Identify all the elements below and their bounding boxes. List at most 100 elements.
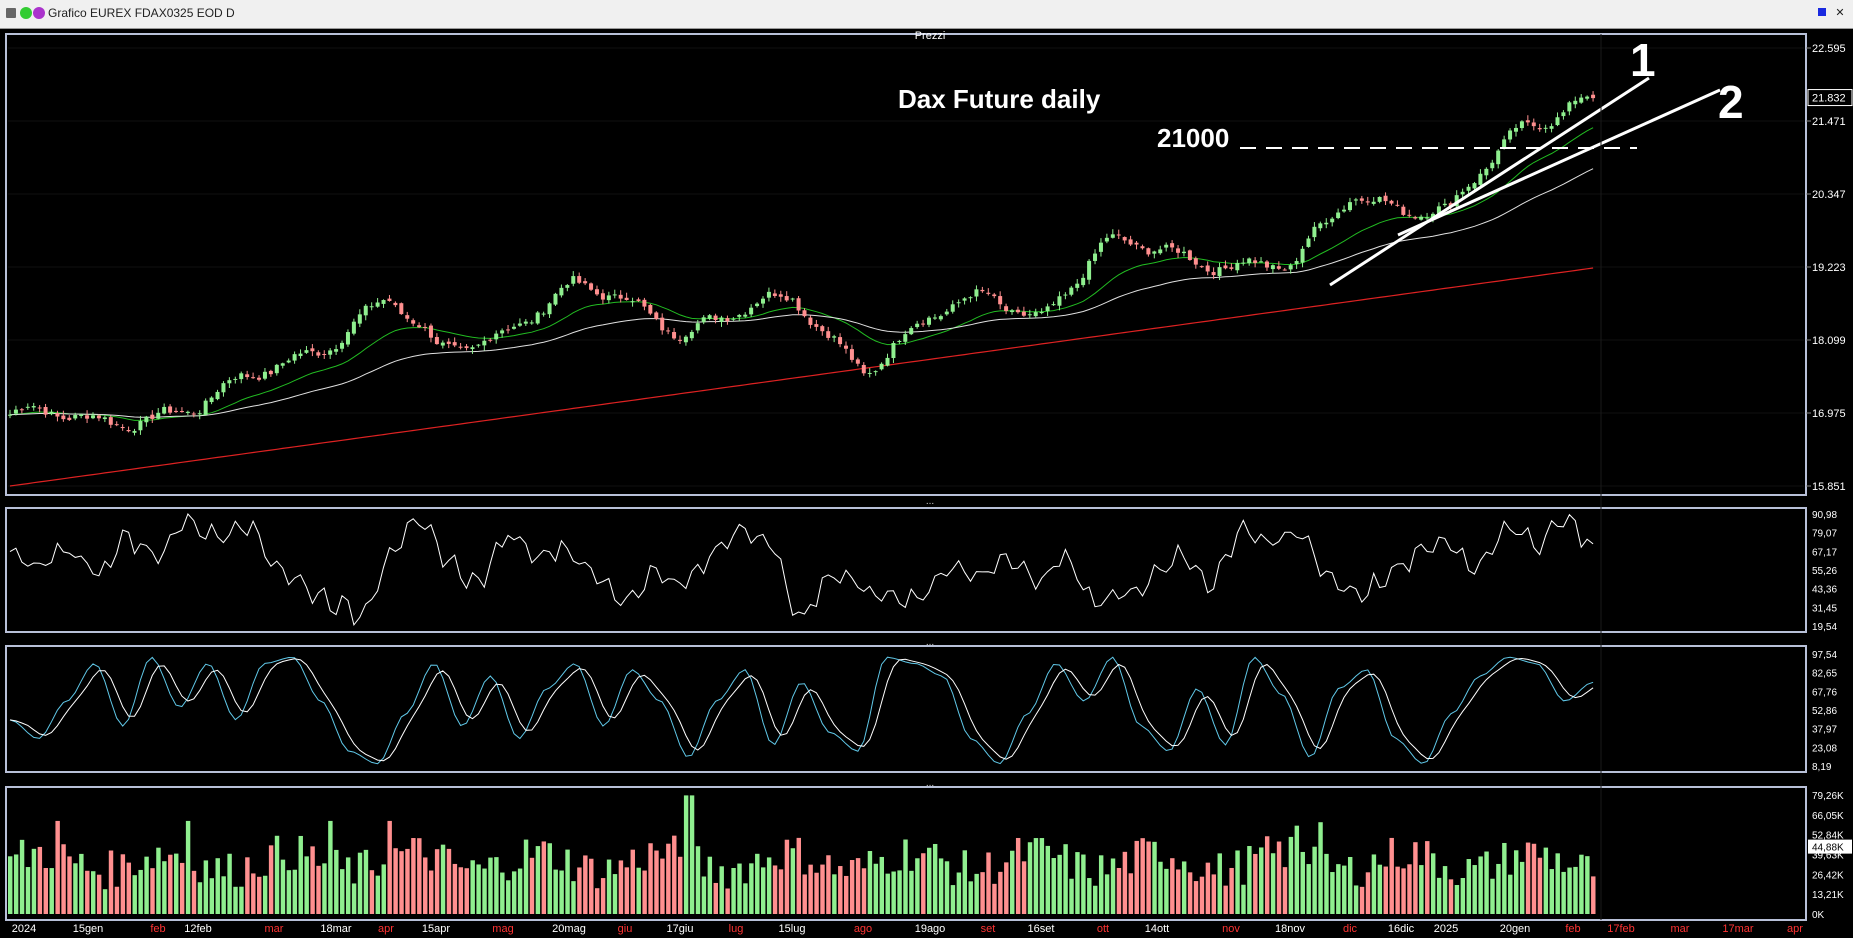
volume-bar <box>257 876 262 914</box>
volume-bar <box>470 860 475 914</box>
volume-bar <box>1093 885 1098 914</box>
volume-bar <box>280 859 286 914</box>
volume-bar <box>1294 825 1300 914</box>
volume-bar <box>1004 862 1009 914</box>
candle-body <box>1158 249 1163 254</box>
candle-body <box>1093 253 1098 261</box>
candle-body <box>1253 260 1258 263</box>
candle-body <box>108 417 113 425</box>
volume-bar <box>1241 884 1246 914</box>
volume-tick-label: 66,05K <box>1812 811 1844 822</box>
candle-body <box>571 276 576 284</box>
candle-body <box>138 420 143 431</box>
candle-body <box>1442 203 1447 206</box>
volume-bar <box>790 848 796 914</box>
volume-bar <box>885 873 890 914</box>
candle-body <box>411 320 416 324</box>
candle-body <box>855 359 860 364</box>
candle-body <box>286 360 291 363</box>
candle-body <box>666 330 671 332</box>
candle-body <box>725 318 730 322</box>
panel-separator-1[interactable]: ... <box>926 496 934 507</box>
volume-bar <box>1015 837 1021 914</box>
volume-bar <box>1395 866 1400 914</box>
candle-body <box>1591 94 1596 99</box>
volume-bar <box>138 869 143 914</box>
panel-separator-2[interactable]: ... <box>926 637 934 648</box>
volume-bar <box>274 835 280 914</box>
volume-tick-label: 52,84K <box>1812 831 1844 842</box>
volume-bar <box>1436 877 1442 914</box>
candle-body <box>316 352 321 356</box>
candle-body <box>67 417 72 420</box>
last-price-badge <box>1807 89 1853 107</box>
volume-bar <box>393 848 398 914</box>
candle-body <box>179 411 184 413</box>
volume-bar <box>938 858 944 914</box>
candle-body <box>885 357 890 366</box>
volume-bar <box>411 838 416 914</box>
volume-bar <box>689 795 695 914</box>
candle-body <box>506 329 511 331</box>
trendline-2-label: 2 <box>1718 76 1744 128</box>
volume-bar <box>986 852 991 914</box>
volume-bar <box>606 859 612 914</box>
volume-bar <box>239 886 244 914</box>
candle-body <box>1508 130 1513 140</box>
volume-bar <box>861 868 867 914</box>
candle-body <box>310 348 315 352</box>
volume-bar <box>1199 876 1205 914</box>
candle-body <box>245 374 250 378</box>
candle-body <box>292 354 297 361</box>
volume-bar <box>61 844 66 914</box>
date-tick-label: 20gen <box>1500 923 1531 935</box>
candle-body <box>1436 206 1441 214</box>
candle-body <box>660 317 665 331</box>
candle-body <box>1336 212 1341 219</box>
volume-bar <box>49 868 54 914</box>
volume-bar <box>1383 866 1388 914</box>
candle-body <box>1472 183 1477 189</box>
date-tick-label: 19ago <box>915 923 946 935</box>
volume-bar <box>357 852 363 914</box>
volume-bar <box>921 853 926 914</box>
volume-bar <box>1466 859 1471 914</box>
volume-bar <box>345 857 351 914</box>
candle-body <box>227 380 232 384</box>
restore-button[interactable] <box>1814 6 1830 20</box>
date-tick-label: mar <box>1671 923 1690 935</box>
candle-body <box>802 310 807 317</box>
candle-body <box>1383 195 1388 202</box>
volume-bar <box>1318 822 1323 914</box>
panel-separator-3[interactable]: ... <box>926 778 934 789</box>
candle-body <box>1567 102 1572 112</box>
candle-body <box>1134 242 1139 245</box>
chart-purple-icon <box>33 7 45 19</box>
volume-bar <box>630 849 635 914</box>
candle-body <box>1116 234 1121 236</box>
candle-body <box>535 312 540 324</box>
candle-body <box>1496 150 1501 165</box>
volume-bar <box>506 880 511 914</box>
volume-bar <box>1448 879 1454 914</box>
date-tick-label: 18nov <box>1275 923 1305 935</box>
candle-body <box>1359 198 1364 201</box>
volume-bar <box>760 867 766 914</box>
candle-body <box>755 303 760 307</box>
volume-bar <box>636 867 641 914</box>
menu-icon[interactable] <box>6 8 16 18</box>
candle-body <box>1152 251 1157 254</box>
date-tick-label: mag <box>492 923 513 935</box>
date-tick-label: 17mar <box>1722 923 1754 935</box>
restore-icon <box>1818 8 1826 16</box>
candle-body <box>1353 199 1358 201</box>
candle-body <box>760 298 765 304</box>
candle-body <box>689 331 694 339</box>
volume-bar <box>559 870 564 914</box>
volume-bar <box>120 854 126 914</box>
candle-body <box>375 302 380 307</box>
candle-body <box>891 342 896 359</box>
volume-bar <box>1104 874 1110 914</box>
close-button[interactable]: ✕ <box>1835 7 1845 19</box>
candle-body <box>950 304 955 312</box>
